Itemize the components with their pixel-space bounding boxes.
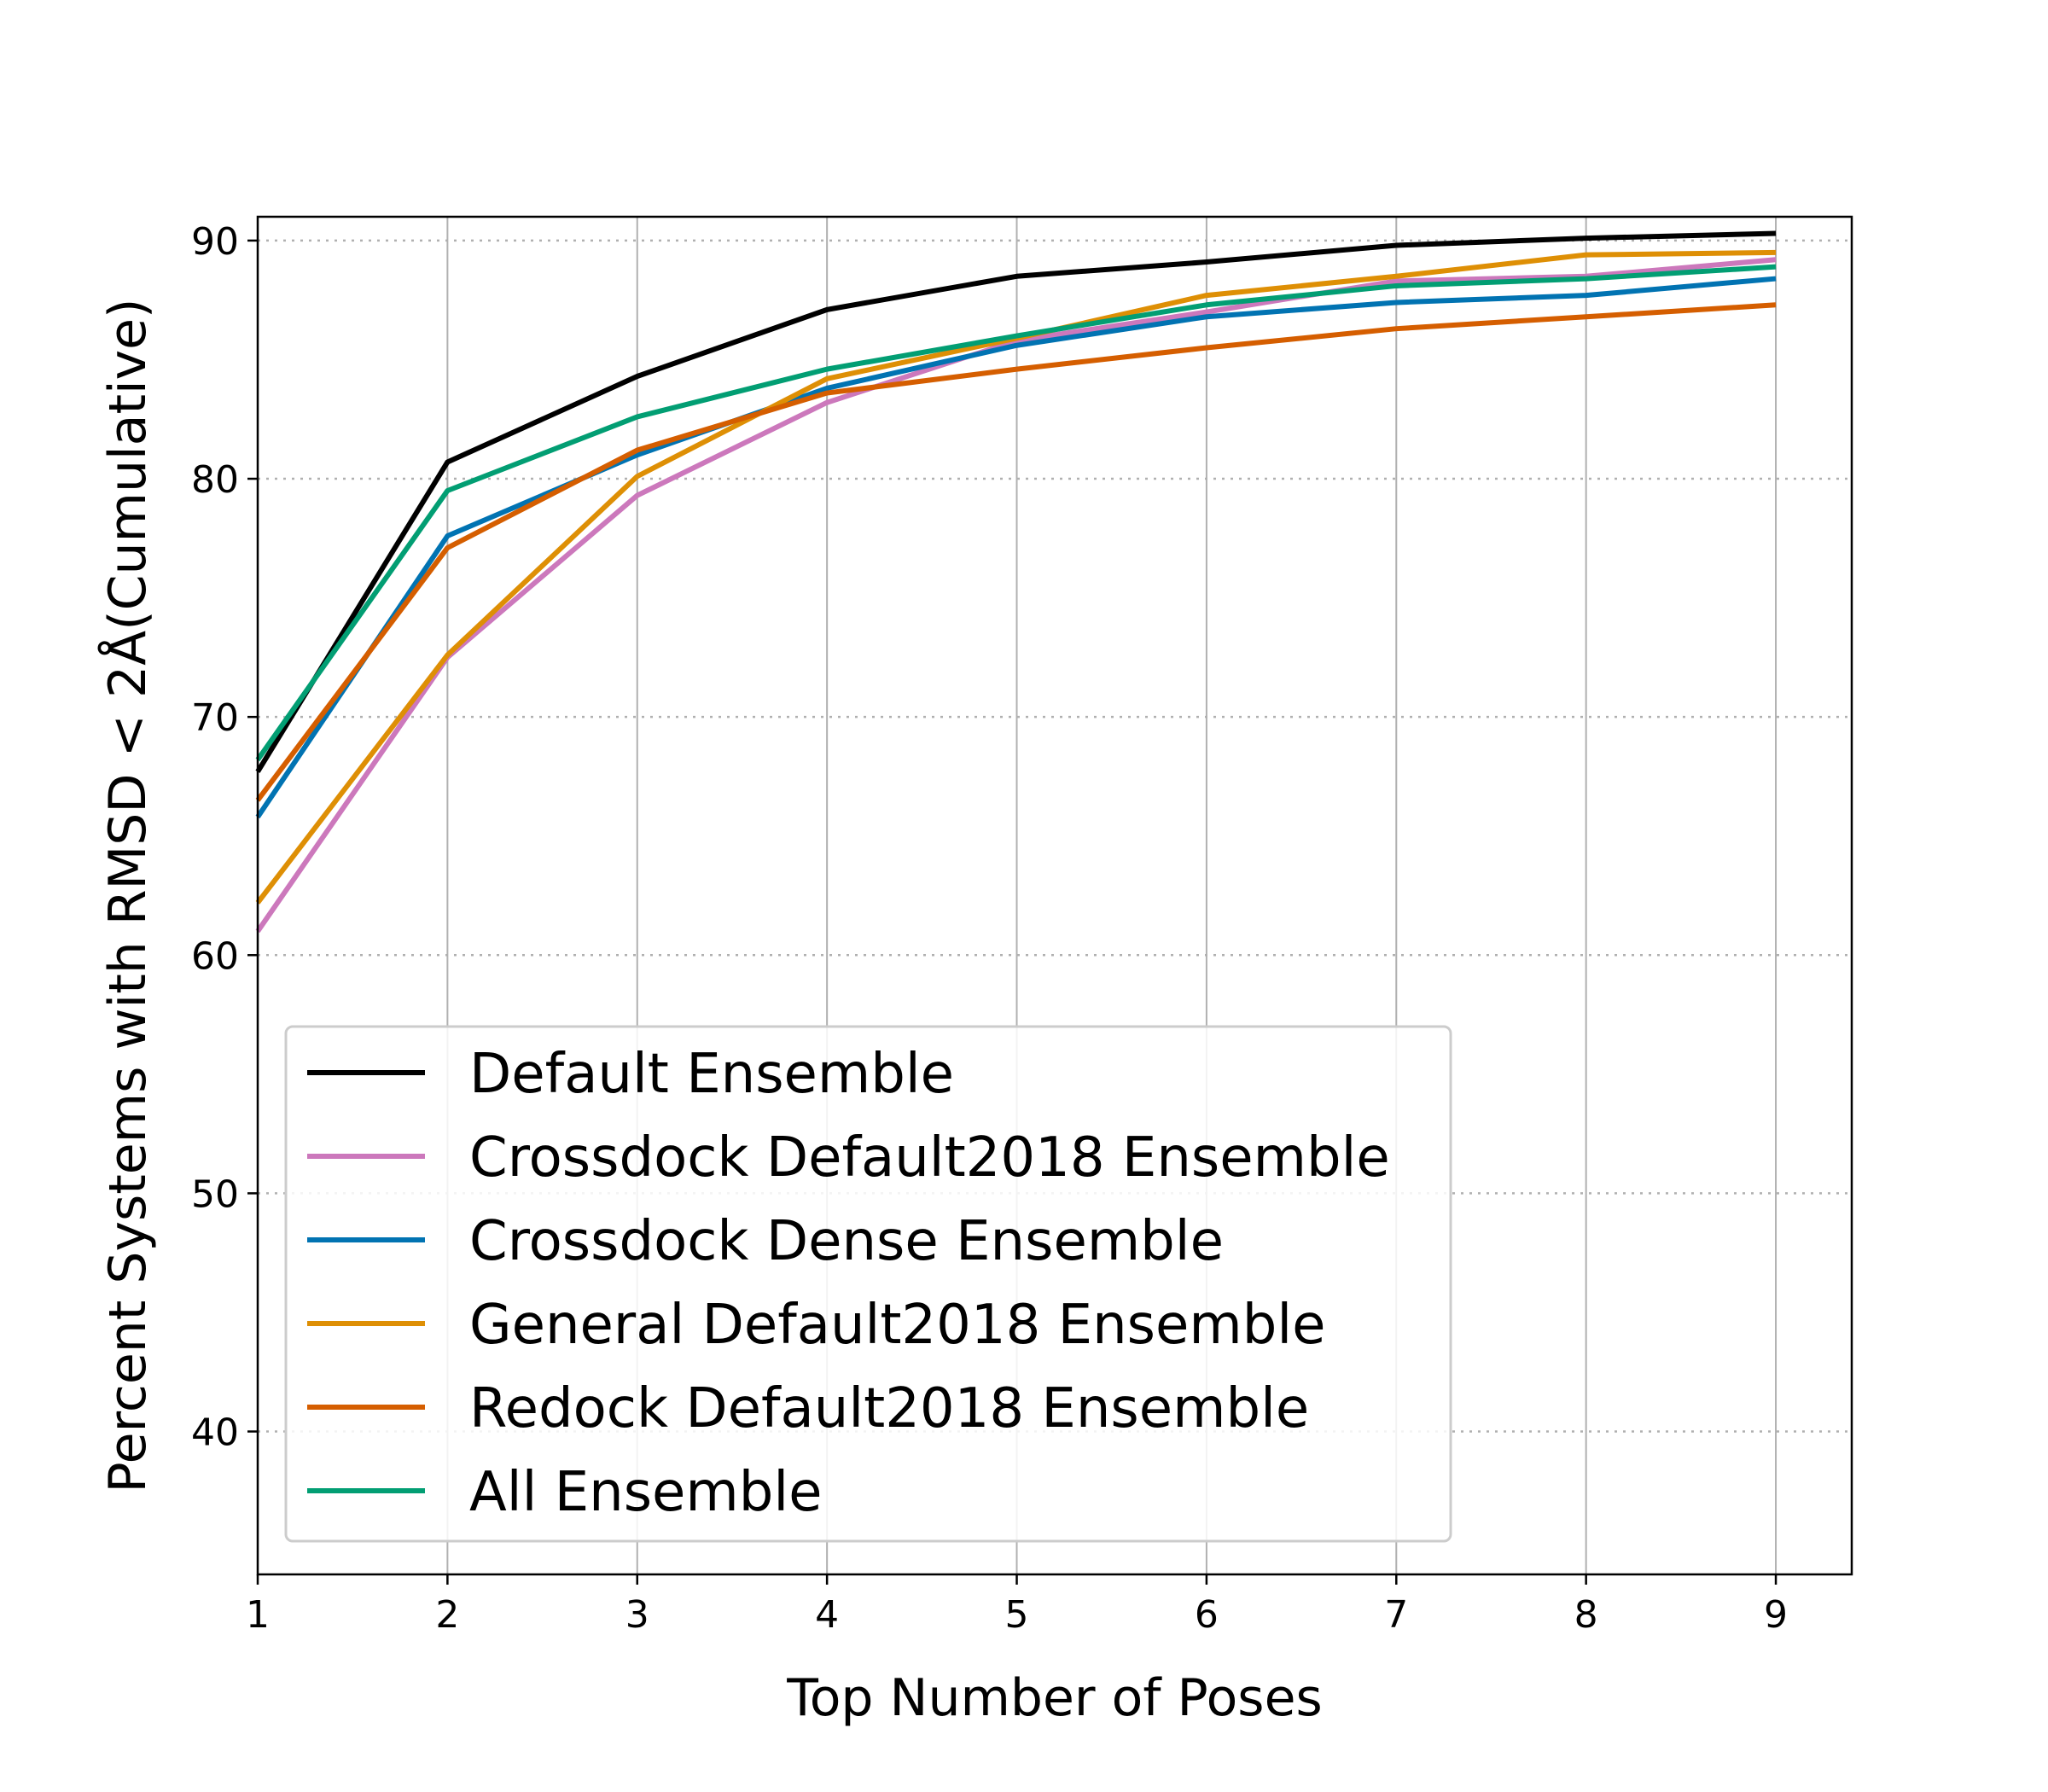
legend: Default Ensemble Crossdock Default2018 En… <box>284 1025 1452 1543</box>
x-tick-label: 5 <box>1005 1593 1029 1637</box>
legend-label-0: Default Ensemble <box>469 1043 954 1106</box>
axis-ticks: 1 2 3 4 5 6 7 8 9 40 50 60 70 80 90 <box>191 220 1788 1637</box>
legend-label-3: General Default2018 Ensemble <box>469 1294 1325 1357</box>
x-tick-label: 2 <box>435 1593 459 1637</box>
x-tick-label: 9 <box>1764 1593 1788 1637</box>
x-tick-label: 7 <box>1384 1593 1408 1637</box>
y-tick-label: 90 <box>191 220 239 264</box>
legend-label-5: All Ensemble <box>469 1461 823 1524</box>
y-tick-label: 70 <box>191 696 239 740</box>
series-line-5 <box>255 264 1777 762</box>
legend-label-4: Redock Default2018 Ensemble <box>469 1377 1309 1440</box>
y-tick-label: 50 <box>191 1172 239 1216</box>
y-tick-label: 60 <box>191 934 239 978</box>
x-tick-label: 6 <box>1195 1593 1219 1637</box>
x-tick-label: 1 <box>246 1593 270 1637</box>
plot-frame <box>256 215 1853 1576</box>
series-line-0 <box>255 230 1777 773</box>
legend-label-2: Crossdock Dense Ensemble <box>469 1210 1224 1273</box>
series-line-4 <box>255 302 1777 802</box>
series-line-2 <box>255 276 1777 819</box>
legend-box <box>284 1025 1452 1543</box>
x-tick-label: 8 <box>1574 1593 1598 1637</box>
y-tick-label: 40 <box>191 1411 239 1455</box>
x-axis-title: Top Number of Poses <box>786 1668 1323 1728</box>
x-tick-label: 3 <box>625 1593 649 1637</box>
x-tick-label: 4 <box>815 1593 839 1637</box>
legend-label-1: Crossdock Default2018 Ensemble <box>469 1126 1390 1190</box>
y-tick-label: 80 <box>191 458 239 502</box>
y-axis-title: Percent Systems with RMSD < 2Å(Cumulativ… <box>97 299 158 1493</box>
series-lines <box>255 230 1777 934</box>
